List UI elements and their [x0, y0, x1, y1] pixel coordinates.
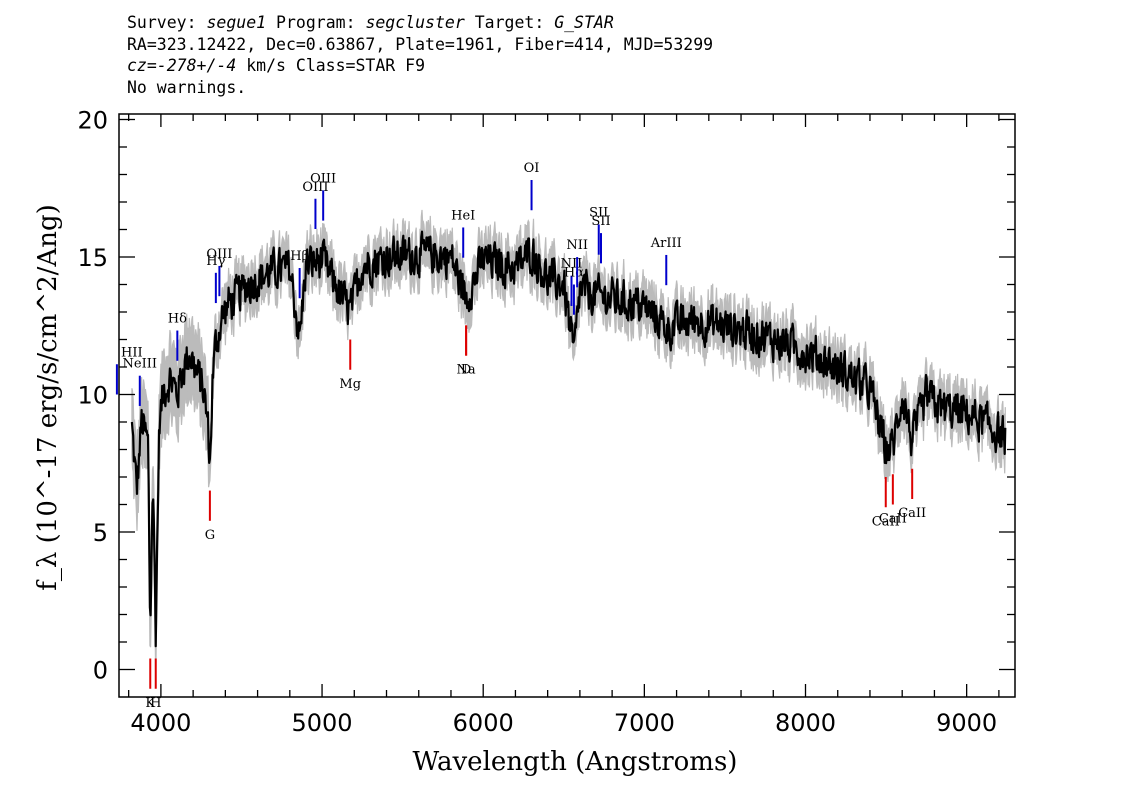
- header-line-redshift: cz=-278+/-4 km/s Class=STAR F9: [127, 55, 713, 77]
- x-tick-label: 5000: [292, 709, 353, 737]
- x-tick-label: 6000: [453, 709, 514, 737]
- absorption-line-label: Na: [457, 363, 476, 378]
- y-tick-label: 15: [77, 244, 108, 272]
- emission-line-label: NII: [566, 238, 588, 253]
- plot-frame: [118, 113, 1016, 698]
- emission-line-label: SII: [589, 205, 608, 220]
- y-tick-label: 5: [93, 519, 108, 547]
- absorption-line-label: CaII: [898, 506, 926, 521]
- absorption-line-label: CaII: [879, 512, 907, 527]
- emission-line-label: NeIII: [123, 357, 157, 372]
- program-value: segcluster: [365, 13, 465, 32]
- y-tick-label: 20: [77, 107, 108, 135]
- emission-line-label: OIII: [206, 247, 232, 262]
- target-value: G_STAR: [554, 13, 614, 32]
- emission-line-label: OIII: [310, 171, 336, 186]
- emission-line-label: SII: [591, 214, 610, 229]
- header-line-survey: Survey: segue1 Program: segcluster Targe…: [127, 12, 713, 34]
- absorption-line-label: Mg: [339, 377, 361, 392]
- emission-line-label: OI: [524, 161, 540, 176]
- x-tick-label: 8000: [775, 709, 836, 737]
- x-tick-label: 4000: [130, 709, 191, 737]
- class-text: km/s Class=STAR F9: [236, 56, 426, 75]
- emission-line-label: Hβ: [290, 249, 309, 264]
- header-line-warnings: No warnings.: [127, 77, 247, 97]
- emission-line-label: Hα: [564, 266, 584, 281]
- emission-line-label: Hγ: [206, 254, 225, 269]
- redshift-value: cz=-278+/-4: [127, 56, 237, 75]
- emission-line-label: OIII: [302, 180, 328, 195]
- emission-line-label: Hδ: [168, 312, 187, 327]
- x-tick-label: 9000: [936, 709, 997, 737]
- emission-line-label: HeI: [451, 208, 475, 223]
- program-label: Program:: [266, 13, 366, 32]
- y-axis-title: f_λ (10^-17 erg/s/cm^2/Ang): [33, 204, 63, 590]
- absorption-line-label: K: [145, 696, 155, 711]
- x-axis-title: Wavelength (Angstroms): [413, 747, 738, 777]
- survey-value: segue1: [206, 13, 267, 32]
- emission-line-label: HII: [121, 345, 143, 360]
- spectrum-header: Survey: segue1 Program: segcluster Targe…: [127, 12, 713, 98]
- y-tick-label: 0: [93, 657, 108, 685]
- x-tick-label: 7000: [614, 709, 675, 737]
- y-tick-label: 10: [77, 382, 108, 410]
- absorption-line-label: D: [461, 363, 471, 378]
- absorption-line-label: G: [205, 528, 215, 543]
- target-label: Target:: [464, 13, 555, 32]
- absorption-line-label: H: [150, 696, 161, 711]
- emission-line-label: ArIII: [650, 236, 682, 251]
- flux-line: [130, 230, 1007, 648]
- header-line-coordinates: RA=323.12422, Dec=0.63867, Plate=1961, F…: [127, 34, 714, 54]
- absorption-line-label: CaII: [872, 514, 900, 529]
- survey-label: Survey:: [127, 13, 207, 32]
